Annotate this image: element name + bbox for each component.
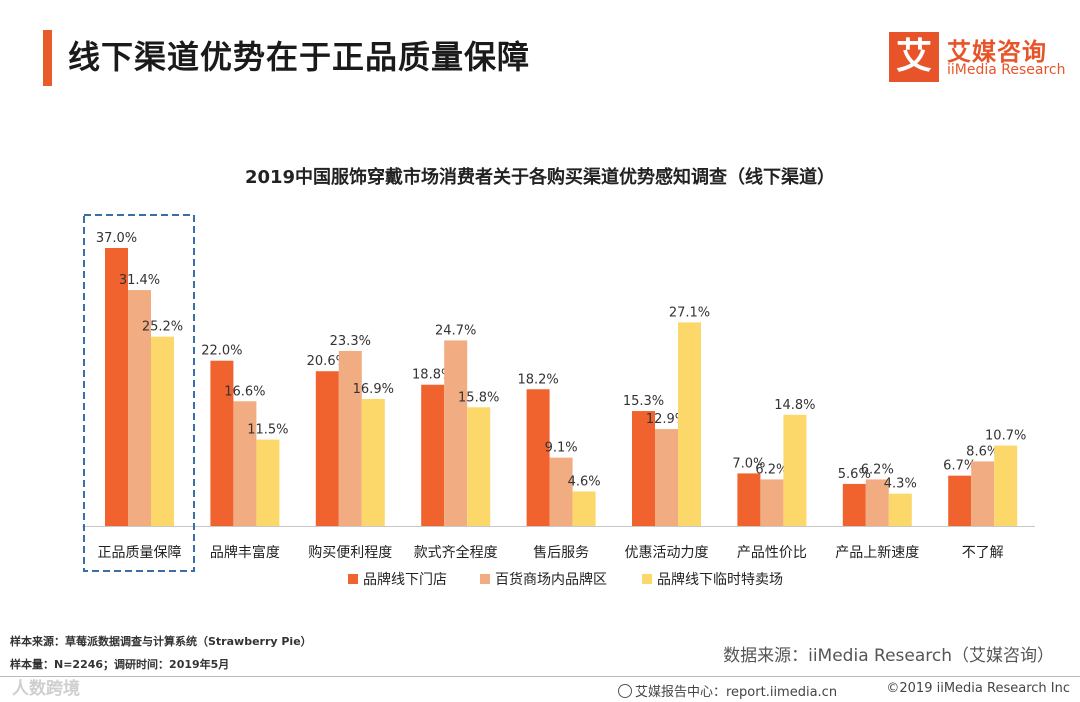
data-label-1-2: 22.0% — [201, 344, 242, 359]
sample-size: 样本量：N=2246；调研时间：2019年5月 — [10, 658, 230, 671]
data-label-2-8: 6.2% — [861, 462, 894, 477]
bar-2-7 — [760, 479, 784, 526]
category-label-1: 正品质量保障 — [98, 545, 182, 561]
data-label-1-1: 37.0% — [96, 231, 137, 246]
bar-2-8 — [865, 479, 889, 526]
bar-3-3 — [361, 399, 385, 526]
legend-label-2: 百货商场内品牌区 — [495, 571, 607, 588]
bar-3-2 — [256, 439, 280, 526]
title-accent-bar — [43, 30, 52, 86]
data-label-3-1: 25.2% — [142, 320, 183, 335]
category-label-3: 购买便利程度 — [308, 545, 392, 561]
logo-name-en: iiMedia Research — [947, 62, 1066, 78]
data-label-1-3: 20.6% — [307, 354, 348, 369]
data-label-1-4: 18.8% — [412, 368, 453, 383]
category-label-8: 产品上新速度 — [835, 545, 919, 561]
bar-3-6 — [678, 322, 701, 526]
sample-source: 样本来源：草莓派数据调查与计算系统（Strawberry Pie） — [10, 635, 312, 648]
logo-name-cn: 艾媒咨询 — [947, 38, 1047, 66]
data-label-2-7: 6.2% — [755, 462, 788, 477]
data-label-2-4: 24.7% — [435, 323, 476, 338]
iimedia-logo: 艾 艾媒咨询 iiMedia Research — [889, 32, 1066, 82]
bar-3-7 — [783, 414, 807, 526]
data-label-1-8: 5.6% — [838, 467, 871, 482]
data-label-1-5: 18.2% — [517, 372, 558, 387]
bar-2-3 — [338, 350, 362, 526]
bar-chart: 37.0% 31.4% 25.2% 正品质量保障 22.0% 16.6% 11.5% 品牌丰富… — [82, 214, 1035, 588]
data-label-1-6: 15.3% — [623, 394, 664, 409]
data-label-3-2: 11.5% — [247, 423, 288, 438]
data-label-3-8: 4.3% — [884, 477, 917, 492]
category-label-4: 款式齐全程度 — [414, 544, 498, 561]
bar-2-9 — [971, 461, 995, 526]
highlight-box — [83, 214, 195, 572]
data-label-3-3: 16.9% — [353, 382, 394, 397]
bar-3-4 — [467, 407, 491, 526]
bar-1-4 — [421, 384, 445, 526]
data-label-3-4: 15.8% — [458, 390, 499, 405]
category-label-9: 不了解 — [962, 545, 1004, 561]
footer-divider — [0, 676, 1080, 677]
legend-swatch-1 — [348, 574, 358, 584]
data-label-2-3: 23.3% — [330, 334, 371, 349]
bar-2-2 — [233, 401, 257, 526]
data-label-3-9: 10.7% — [985, 429, 1026, 444]
category-label-6: 优惠活动力度 — [625, 545, 709, 561]
data-label-2-1: 31.4% — [119, 273, 160, 288]
category-label-2: 品牌丰富度 — [210, 544, 280, 561]
copyright: ©2019 iiMedia Research Inc — [886, 681, 1070, 696]
data-label-1-9: 6.7% — [943, 459, 976, 474]
category-label-5: 售后服务 — [533, 545, 589, 561]
legend-swatch-3 — [642, 574, 652, 584]
bar-3-1 — [151, 336, 174, 526]
legend-swatch-2 — [480, 574, 490, 584]
bar-2-1 — [128, 290, 151, 526]
bar-1-2 — [210, 360, 234, 526]
bar-1-5 — [526, 389, 550, 526]
data-label-1-7: 7.0% — [732, 456, 765, 471]
data-label-3-5: 4.6% — [568, 474, 601, 489]
data-label-3-7: 14.8% — [774, 398, 815, 413]
logo-mark: 艾 — [889, 32, 939, 82]
page-title: 线下渠道优势在于正品质量保障 — [68, 38, 531, 76]
bar-2-5 — [549, 457, 573, 526]
data-source: 数据来源：iiMedia Research（艾媒咨询） — [723, 646, 1054, 666]
bar-1-7 — [737, 473, 761, 526]
report-center-text: 艾媒报告中心：report.iimedia.cn — [635, 685, 838, 700]
legend-label-1: 品牌线下门店 — [363, 571, 447, 588]
category-label-7: 产品性价比 — [737, 545, 807, 561]
chart-title: 2019中国服饰穿戴市场消费者关于各购买渠道优势感知调查（线下渠道） — [244, 167, 836, 188]
data-label-3-6: 27.1% — [669, 305, 710, 320]
globe-icon — [618, 684, 632, 698]
bar-1-1 — [105, 248, 128, 526]
bar-1-6 — [632, 411, 655, 526]
watermark: 人数跨境 — [12, 679, 80, 699]
bar-3-5 — [572, 491, 596, 526]
bar-3-9 — [994, 445, 1018, 526]
data-label-2-5: 9.1% — [545, 441, 578, 456]
data-label-2-6: 12.9% — [646, 412, 687, 427]
data-label-2-9: 8.6% — [966, 444, 999, 459]
bar-1-8 — [842, 483, 866, 526]
bar-2-6 — [655, 429, 678, 526]
legend-label-3: 品牌线下临时特卖场 — [657, 571, 783, 588]
bar-1-3 — [315, 371, 339, 526]
report-center: 艾媒报告中心：report.iimedia.cn — [618, 681, 837, 700]
bar-1-9 — [948, 475, 972, 526]
data-label-2-2: 16.6% — [224, 384, 265, 399]
bar-3-8 — [888, 493, 912, 526]
bar-2-4 — [444, 340, 468, 526]
